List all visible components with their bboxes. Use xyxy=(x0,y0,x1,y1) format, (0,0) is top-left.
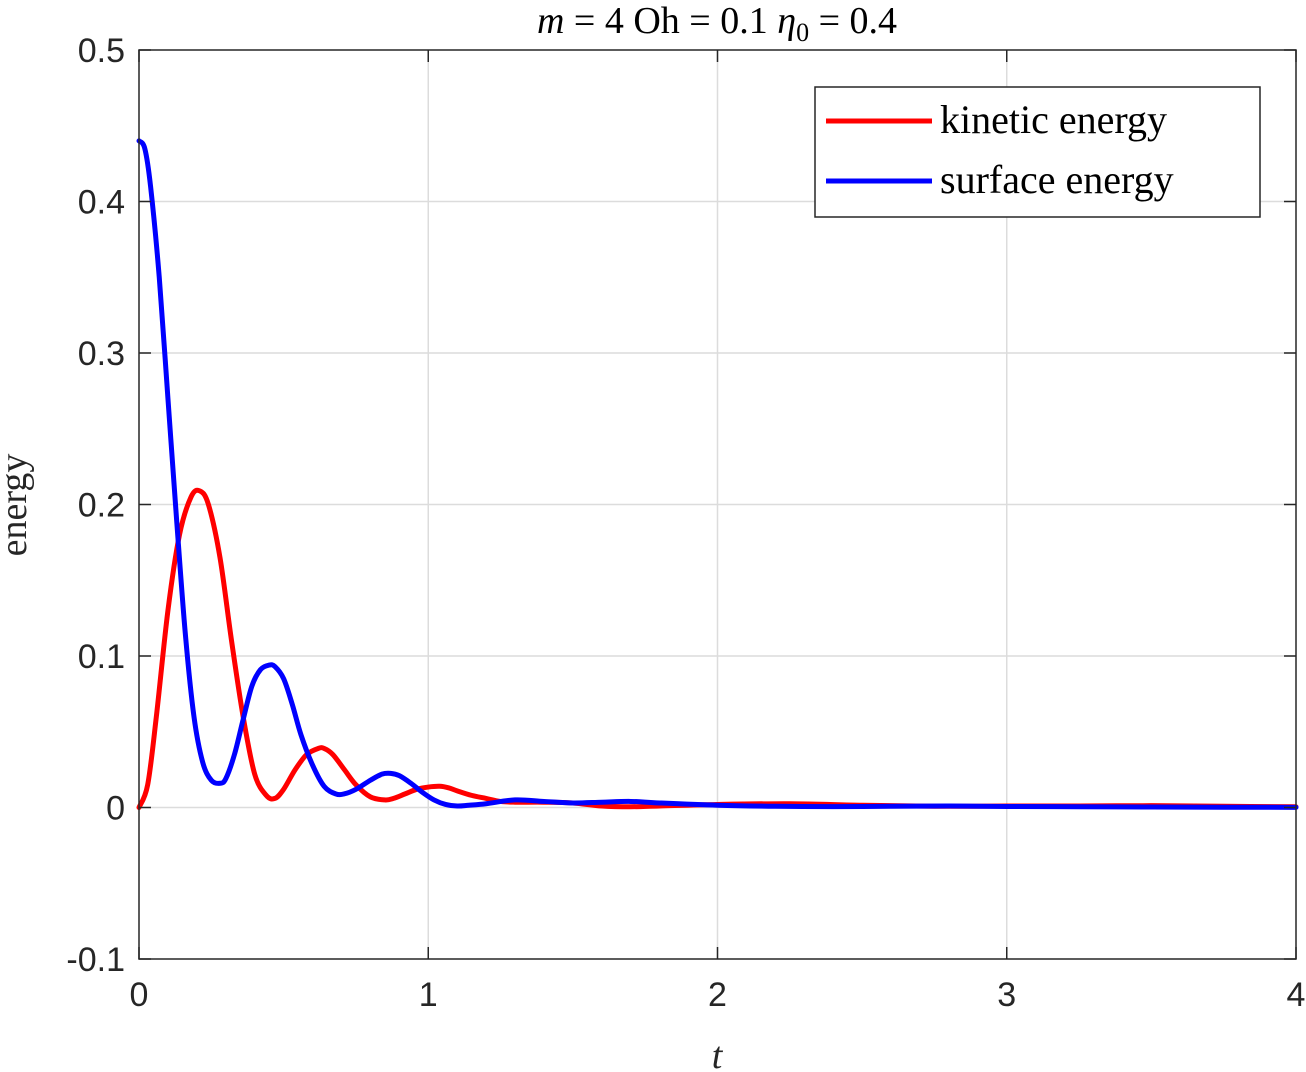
x-tick-label: 4 xyxy=(1287,976,1306,1014)
y-tick-label: 0.4 xyxy=(78,184,125,222)
legend-label-surface-energy: surface energy xyxy=(940,157,1174,202)
y-tick-label: 0.3 xyxy=(78,335,125,373)
y-tick-label: 0.5 xyxy=(78,32,125,70)
legend-label-kinetic-energy: kinetic energy xyxy=(940,97,1167,142)
y-tick-label: 0 xyxy=(106,790,125,828)
legend: kinetic energy surface energy xyxy=(814,86,1261,218)
x-tick-label: 3 xyxy=(997,976,1016,1014)
x-tick-label: 0 xyxy=(130,976,149,1014)
chart-title: m = 4 Oh = 0.1 η0 = 0.4 xyxy=(537,0,897,47)
x-tick-label: 1 xyxy=(419,976,438,1014)
y-tick-label: 0.1 xyxy=(78,638,125,676)
y-tick-label: -0.1 xyxy=(66,941,125,979)
y-axis-label: energy xyxy=(0,454,35,557)
series-layer xyxy=(136,138,1299,810)
ticks: 0 1 2 3 4-0.100.10.20.30.40.5 xyxy=(66,32,1305,1014)
legend-box xyxy=(814,86,1261,218)
y-tick-label: 0.2 xyxy=(78,487,125,525)
series-line-surface-energy xyxy=(136,138,1299,810)
x-axis-label: t xyxy=(712,1035,724,1072)
x-tick-label: 2 xyxy=(708,976,727,1014)
